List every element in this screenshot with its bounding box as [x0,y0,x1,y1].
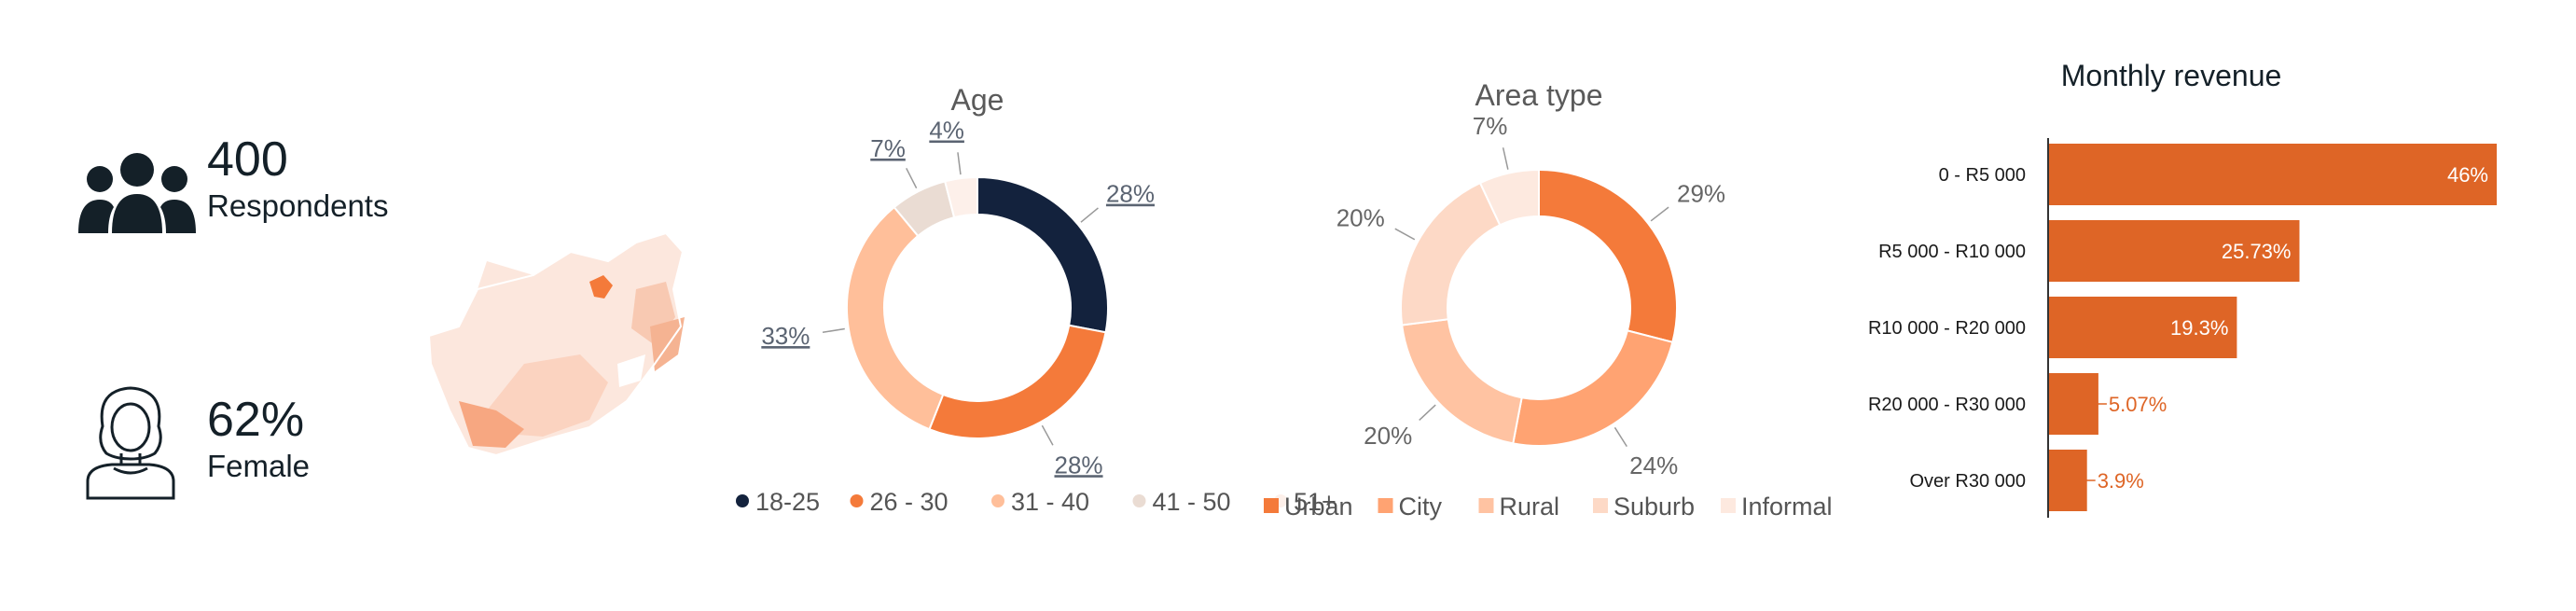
leader-line-3 [1394,228,1416,241]
data-label-2: 20% [1364,422,1412,450]
legend-swatch-3 [1132,494,1146,507]
data-label-1: 24% [1629,451,1678,479]
data-label-2: 33% [761,322,810,350]
legend-label-3: Suburb [1613,493,1695,521]
legend-swatch-1 [850,494,864,507]
legend-label-3: 41 - 50 [1153,488,1231,516]
leader-line-0 [1080,207,1099,223]
donut-slice-4 [1478,168,1540,227]
legend-label-1: City [1399,493,1443,521]
category-label-0: 0 - R5 000 [1939,165,2026,186]
respondents-count: 400 [207,132,288,187]
female-stat: 62% Female [207,396,310,485]
legend-swatch-0 [736,494,749,507]
donut-slice-2 [846,205,945,431]
value-label-3: 5.07% [2109,393,2167,416]
category-label-1: R5 000 - R10 000 [1878,242,2026,262]
legend-label-4: Informal [1741,493,1833,521]
people-group-icon [78,153,196,233]
bar-4 [2049,450,2087,511]
chart-title: Area type [1475,78,1603,112]
leader-line-2 [1419,404,1436,422]
legend-swatch-3 [1593,498,1608,513]
legend-label-1: 26 - 30 [870,488,949,516]
chart-title: Age [951,83,1004,117]
leader-line-2 [822,327,845,334]
value-label-2: 19.3% [2170,316,2228,340]
legend-label-0: 18-25 [755,488,820,516]
chart-title: Monthly revenue [2061,59,2282,92]
data-label-3: 7% [870,134,906,162]
donut-slice-4 [943,175,978,219]
category-label-3: R20 000 - R30 000 [1868,395,2026,415]
legend-swatch-2 [991,494,1004,507]
data-label-0: 28% [1106,180,1155,208]
data-label-0: 29% [1677,179,1725,207]
bar-2 [2049,297,2237,358]
data-label-1: 28% [1054,451,1102,479]
leader-line-4 [957,152,962,175]
legend-swatch-2 [1478,498,1494,513]
data-label-3: 20% [1336,204,1385,232]
legend-swatch-4 [1721,498,1736,513]
female-label: Female [207,449,311,483]
south-africa-map-icon [427,231,685,457]
leader-line-1 [1041,424,1054,446]
respondents-label: Respondents [207,188,389,223]
category-label-4: Over R30 000 [1909,471,2026,492]
bar-3 [2049,373,2098,435]
leader-line-4 [1502,147,1509,170]
bar-1 [2049,220,2300,282]
bar-0 [2049,144,2497,205]
respondents-stat: 400 Respondents [207,135,388,225]
legend-swatch-0 [1264,498,1279,513]
data-label-4: 7% [1473,112,1508,140]
value-label-1: 25.73% [2222,240,2292,263]
female-percent: 62% [207,393,305,447]
donut-slice-1 [1512,329,1674,447]
value-label-0: 46% [2447,163,2488,187]
legend-swatch-1 [1378,498,1393,513]
legend-label-0: Urban [1284,493,1353,521]
legend-label-2: Rural [1500,493,1560,521]
leader-line-0 [1650,206,1669,222]
donut-slice-0 [1538,168,1678,344]
legend-label-2: 31 - 40 [1011,488,1089,516]
leader-line-1 [1613,426,1627,448]
legend-label-4: 51+ [1294,488,1336,516]
data-label-4: 4% [929,117,964,145]
leader-line-3 [906,167,918,189]
category-label-2: R10 000 - R20 000 [1868,318,2026,339]
value-label-4: 3.9% [2098,469,2144,493]
woman-avatar-icon [86,386,175,500]
